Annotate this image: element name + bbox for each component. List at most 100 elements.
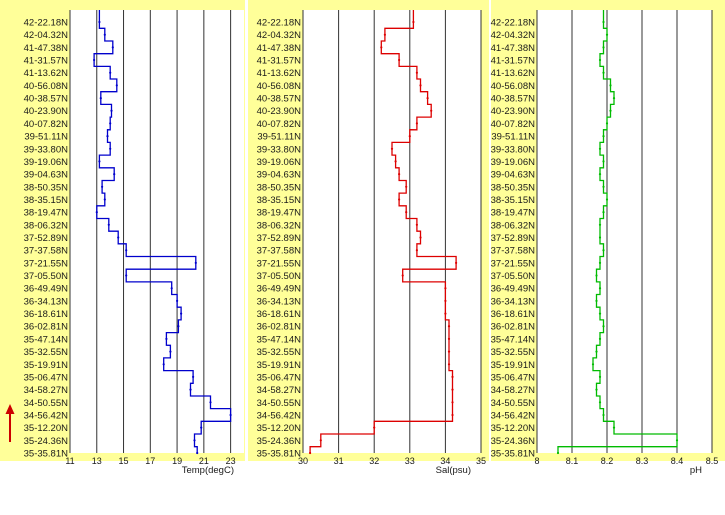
- temp-x-tick-label: 23: [226, 456, 236, 466]
- ph-data-point: [595, 274, 598, 277]
- temp-data-point: [180, 312, 183, 315]
- ph-y-tick-label: 37-05.50N: [491, 271, 536, 282]
- sal-data-point: [419, 236, 422, 239]
- sal-data-point: [447, 325, 451, 328]
- ph-y-tick-label: 39-33.80N: [491, 144, 536, 155]
- temp-x-tick-label: 21: [199, 456, 209, 466]
- temp-y-tick-label: 35-24.36N: [24, 436, 69, 447]
- temp-x-tick-label: 17: [145, 456, 155, 466]
- sal-x-tick-label: 32: [369, 456, 379, 466]
- sal-series-line: [309, 10, 457, 453]
- ph-y-tick-label: 39-04.63N: [491, 170, 536, 181]
- ph-y-tick-label: 41-31.57N: [491, 56, 536, 67]
- ph-data-point: [602, 249, 605, 252]
- ph-x-tick-label: 8.5: [706, 456, 719, 466]
- temp-data-point: [209, 401, 212, 404]
- ph-data-point: [609, 84, 612, 87]
- ph-x-tick-label: 8: [534, 456, 539, 466]
- sal-y-tick-label: 36-49.49N: [257, 284, 302, 295]
- ph-y-tick-label: 37-52.89N: [491, 233, 536, 244]
- temp-data-point: [189, 388, 192, 391]
- temp-data-point: [106, 135, 109, 138]
- temp-y-tick-label: 36-18.61N: [24, 309, 69, 320]
- temp-data-point: [200, 426, 203, 429]
- temp-y-tick-label: 35-47.14N: [24, 334, 69, 345]
- temp-data-point: [111, 46, 114, 49]
- temp-y-tick-label: 34-56.42N: [24, 410, 69, 421]
- temp-y-tick-label: 37-52.89N: [24, 233, 69, 244]
- sal-data-point: [415, 223, 418, 226]
- up-arrow-icon: [5, 404, 15, 442]
- sal-y-tick-label: 37-05.50N: [257, 271, 302, 282]
- temp-y-tick-label: 34-58.27N: [24, 385, 69, 396]
- sal-data-point: [455, 261, 458, 264]
- temp-y-tick-label: 38-19.47N: [24, 208, 69, 219]
- sal-y-tick-label: 35-32.55N: [257, 347, 302, 358]
- ph-data-point: [602, 46, 605, 49]
- temp-data-point: [113, 173, 116, 176]
- ph-data-point: [598, 337, 602, 340]
- sal-data-point: [415, 249, 418, 252]
- ph-data-point: [595, 299, 598, 302]
- temp-y-tick-label: 35-12.20N: [24, 423, 69, 434]
- ph-data-point: [602, 135, 605, 138]
- sal-data-point: [426, 97, 429, 100]
- temp-data-point: [110, 109, 113, 112]
- ph-y-tick-label: 34-50.55N: [491, 398, 536, 409]
- ph-series-line: [557, 10, 678, 453]
- temp-axis-label: Temp(degC): [182, 465, 234, 476]
- sal-x-tick-label: 34: [440, 456, 450, 466]
- sal-data-point: [412, 20, 415, 24]
- ph-data-point: [598, 401, 602, 404]
- temp-y-tick-label: 40-07.82N: [24, 119, 69, 130]
- ph-x-tick-label: 8.1: [566, 456, 579, 466]
- ph-y-tick-label: 38-19.47N: [491, 208, 536, 219]
- temp-y-tick-label: 37-37.58N: [24, 246, 69, 257]
- ph-y-tick-label: 34-56.42N: [491, 410, 536, 421]
- temp-y-tick-label: 38-50.35N: [24, 182, 69, 193]
- sal-data-point: [430, 109, 433, 112]
- sal-y-tick-label: 40-23.90N: [257, 106, 302, 117]
- ph-y-tick-label: 39-19.06N: [491, 157, 536, 168]
- sal-y-tick-label: 35-19.91N: [257, 360, 302, 371]
- sal-data-point: [401, 274, 404, 277]
- ph-x-tick-label: 8.2: [601, 456, 614, 466]
- temp-data-point: [165, 337, 168, 340]
- ph-data-point: [612, 426, 616, 429]
- temp-y-tick-label: 38-06.32N: [24, 220, 69, 231]
- temp-y-tick-label: 41-13.62N: [24, 68, 69, 79]
- temp-y-tick-label: 35-19.91N: [24, 360, 69, 371]
- sal-data-point: [398, 198, 401, 201]
- ph-y-tick-label: 36-49.49N: [491, 284, 536, 295]
- sal-data-point: [394, 160, 397, 163]
- sal-y-tick-label: 42-04.32N: [257, 30, 302, 41]
- temp-y-tick-label: 39-33.80N: [24, 144, 69, 155]
- sal-y-tick-label: 40-07.82N: [257, 119, 302, 130]
- sal-x-tick-label: 31: [334, 456, 344, 466]
- temp-y-tick-label: 35-06.47N: [24, 372, 69, 383]
- sal-data-point: [408, 135, 411, 138]
- ph-y-tick-label: 39-51.11N: [491, 132, 535, 143]
- ph-y-tick-label: 38-06.32N: [491, 220, 536, 231]
- ph-data-point: [605, 122, 609, 125]
- ph-y-tick-label: 42-22.18N: [491, 18, 536, 29]
- sal-data-point: [444, 287, 447, 290]
- sal-data-point: [390, 147, 394, 150]
- sal-data-point: [451, 401, 454, 404]
- sal-data-point: [415, 71, 418, 74]
- temp-y-tick-label: 39-19.06N: [24, 157, 69, 168]
- sal-y-tick-label: 35-06.47N: [257, 372, 302, 383]
- ph-y-tick-label: 35-06.47N: [491, 372, 536, 383]
- temp-y-tick-label: 36-49.49N: [24, 284, 69, 295]
- temp-data-point: [176, 299, 179, 302]
- temp-data-point: [170, 287, 173, 290]
- sal-y-tick-label: 34-50.55N: [257, 398, 302, 409]
- temp-y-tick-label: 41-47.38N: [24, 43, 69, 54]
- ph-x-tick-label: 8.3: [636, 456, 649, 466]
- temp-y-tick-label: 42-04.32N: [24, 30, 69, 41]
- ph-axis-label: pH: [690, 465, 702, 476]
- sal-y-tick-label: 41-31.57N: [257, 56, 302, 67]
- sal-data-point: [373, 426, 376, 429]
- ph-data-point: [556, 451, 560, 455]
